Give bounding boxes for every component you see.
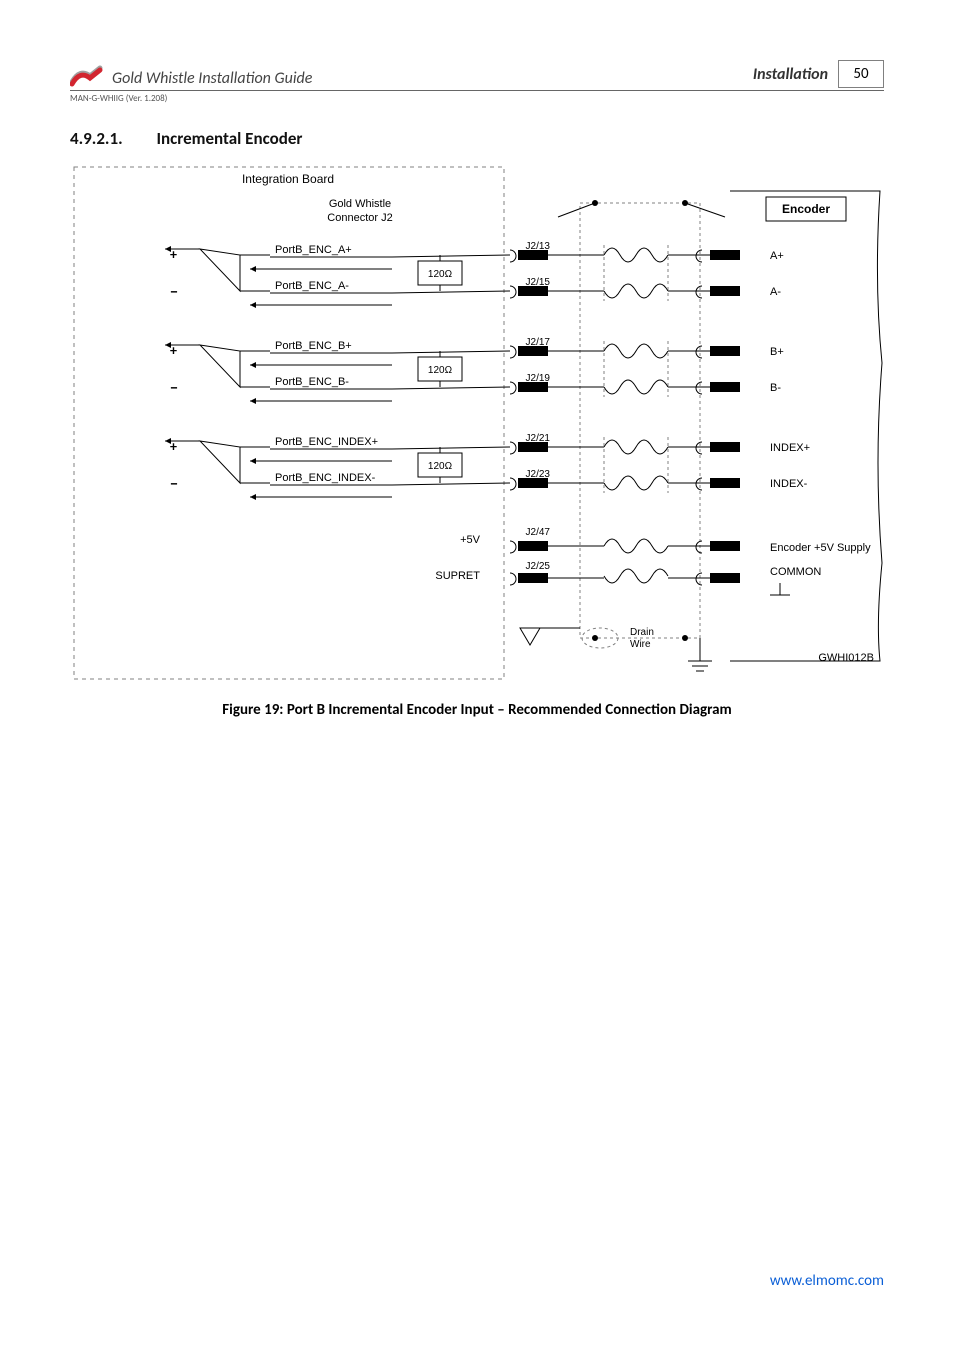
- svg-text:Gold Whistle: Gold Whistle: [329, 198, 391, 210]
- svg-text:Wire: Wire: [630, 639, 651, 650]
- svg-text:J2/47: J2/47: [526, 527, 551, 538]
- header-right: Installation 50: [753, 60, 884, 88]
- connection-diagram: Integration Board Gold Whistle Connector…: [70, 163, 884, 683]
- figure-caption: Figure 19: Port B Incremental Encoder In…: [70, 701, 884, 719]
- svg-text:SUPRET: SUPRET: [435, 570, 480, 582]
- svg-text:INDEX+: INDEX+: [770, 442, 810, 454]
- footer-link[interactable]: www.elmomc.com: [770, 1272, 884, 1290]
- section-heading: 4.9.2.1. Incremental Encoder: [70, 128, 884, 149]
- svg-text:+: +: [170, 246, 177, 263]
- doc-title: Gold Whistle Installation Guide: [112, 69, 312, 88]
- svg-text:J2/25: J2/25: [526, 561, 551, 572]
- svg-text:B-: B-: [770, 382, 781, 394]
- svg-text:−: −: [170, 283, 178, 302]
- svg-text:A+: A+: [770, 250, 784, 262]
- svg-text:PortB_ENC_A+: PortB_ENC_A+: [275, 244, 352, 256]
- integration-board-label: Integration Board: [242, 172, 334, 186]
- svg-text:PortB_ENC_INDEX-: PortB_ENC_INDEX-: [275, 472, 376, 484]
- svg-text:−: −: [170, 379, 178, 398]
- svg-text:INDEX-: INDEX-: [770, 478, 808, 490]
- page-number: 50: [838, 60, 884, 88]
- svg-text:+: +: [170, 342, 177, 359]
- svg-text:Drain: Drain: [630, 627, 654, 638]
- svg-text:120Ω: 120Ω: [428, 461, 453, 472]
- svg-text:PortB_ENC_INDEX+: PortB_ENC_INDEX+: [275, 436, 378, 448]
- svg-text:Encoder +5V Supply: Encoder +5V Supply: [770, 542, 871, 554]
- svg-text:−: −: [170, 475, 178, 494]
- section-title: Incremental Encoder: [156, 128, 302, 149]
- svg-text:PortB_ENC_A-: PortB_ENC_A-: [275, 280, 349, 292]
- svg-text:120Ω: 120Ω: [428, 269, 453, 280]
- svg-text:Encoder: Encoder: [782, 202, 830, 216]
- section-label: Installation: [753, 65, 828, 84]
- header-rule: [70, 90, 884, 91]
- svg-text:+: +: [170, 438, 177, 455]
- svg-text:PortB_ENC_B-: PortB_ENC_B-: [275, 376, 349, 388]
- header-left: Gold Whistle Installation Guide: [70, 62, 312, 88]
- svg-text:B+: B+: [770, 346, 784, 358]
- svg-text:+5V: +5V: [460, 534, 481, 546]
- svg-text:120Ω: 120Ω: [428, 365, 453, 376]
- version-text: MAN-G-WHIIG (Ver. 1.208): [70, 93, 884, 104]
- page-header: Gold Whistle Installation Guide Installa…: [70, 60, 884, 88]
- svg-text:GWHI012B: GWHI012B: [818, 652, 874, 664]
- logo-icon: [70, 62, 104, 88]
- svg-text:Connector J2: Connector J2: [327, 212, 392, 224]
- svg-text:PortB_ENC_B+: PortB_ENC_B+: [275, 340, 352, 352]
- section-number: 4.9.2.1.: [70, 128, 123, 149]
- svg-text:A-: A-: [770, 286, 781, 298]
- svg-text:COMMON: COMMON: [770, 566, 821, 578]
